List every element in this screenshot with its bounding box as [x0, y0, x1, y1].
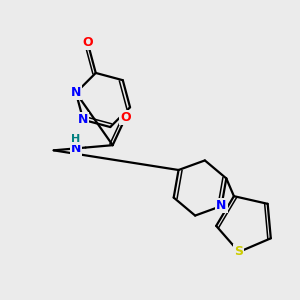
Text: N: N [71, 142, 81, 155]
Text: S: S [235, 245, 244, 258]
Text: N: N [216, 200, 226, 212]
Text: H: H [70, 134, 80, 144]
Text: O: O [82, 36, 93, 49]
Text: N: N [78, 113, 88, 126]
Text: O: O [120, 112, 131, 124]
Text: N: N [71, 86, 81, 99]
